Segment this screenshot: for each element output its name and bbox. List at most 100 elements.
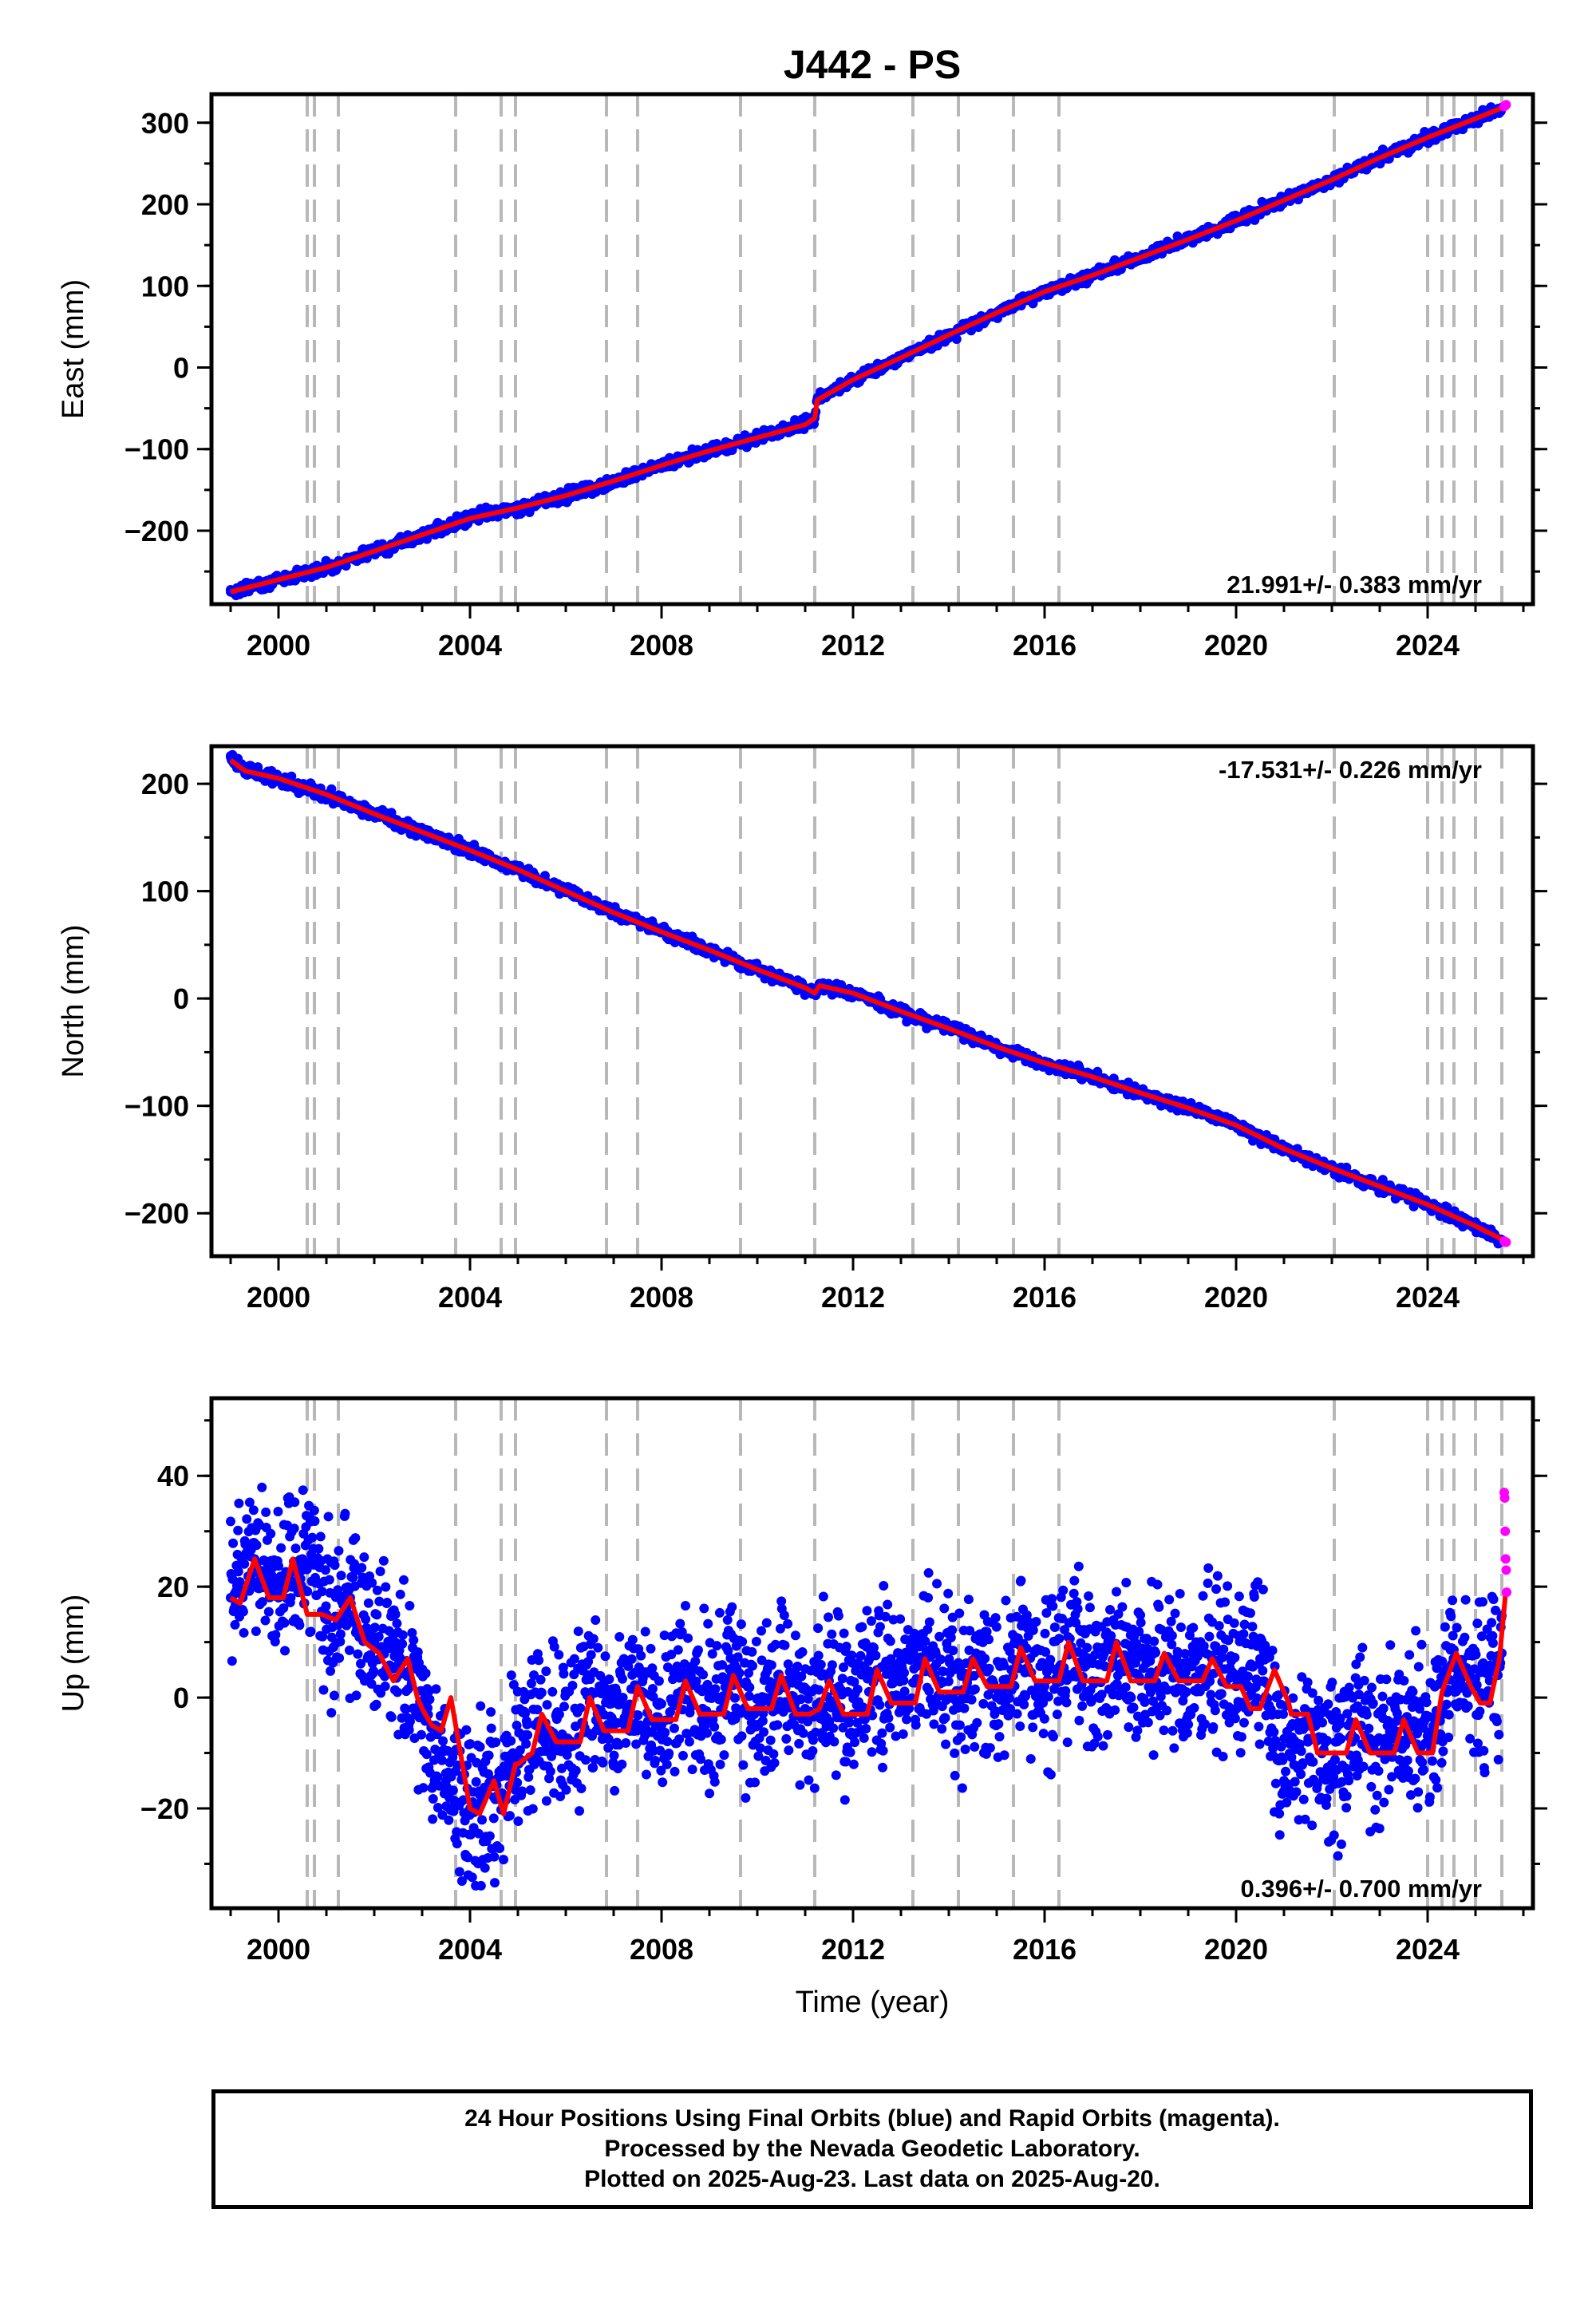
final-orbit-point — [745, 1682, 755, 1693]
final-orbit-point — [1121, 1577, 1132, 1587]
final-orbit-point — [795, 1780, 805, 1790]
final-orbit-point — [335, 1636, 346, 1646]
final-orbit-point — [899, 1667, 910, 1678]
final-orbit-point — [335, 1629, 346, 1639]
final-orbit-point — [954, 1720, 965, 1730]
rapid-orbit-point — [1501, 1237, 1511, 1247]
final-orbit-point — [273, 1507, 283, 1517]
y-tick-label: −200 — [124, 515, 189, 547]
final-orbit-point — [781, 1733, 792, 1744]
final-orbit-point — [238, 1607, 248, 1617]
final-orbit-point — [547, 1686, 558, 1697]
final-orbit-point — [723, 1646, 733, 1656]
final-orbit-point — [779, 1610, 789, 1620]
final-orbit-point — [1031, 1616, 1041, 1626]
final-orbit-point — [1128, 1702, 1139, 1713]
final-orbit-point — [744, 1668, 754, 1678]
final-orbit-point — [541, 1666, 551, 1677]
final-orbit-point — [298, 1485, 308, 1496]
final-orbit-point — [318, 1631, 328, 1642]
final-orbit-point — [1084, 1603, 1095, 1613]
final-orbit-point — [333, 1585, 343, 1595]
final-orbit-point — [371, 1699, 381, 1709]
final-orbit-point — [765, 1735, 776, 1745]
final-orbit-point — [418, 1783, 429, 1793]
final-orbit-point — [526, 1678, 536, 1689]
final-orbit-point — [687, 1765, 697, 1775]
event-lines — [306, 746, 1503, 1256]
final-orbit-point — [234, 1498, 244, 1508]
final-orbit-point — [401, 1704, 411, 1714]
final-orbit-point — [1028, 1625, 1038, 1635]
final-orbit-point — [611, 1686, 622, 1697]
final-orbit-point — [1062, 1737, 1073, 1748]
chart-title: J442 - PS — [784, 42, 961, 87]
final-orbit-point — [792, 1661, 803, 1671]
final-orbit-points — [226, 1482, 1507, 1891]
final-orbit-point — [1149, 1636, 1159, 1646]
final-orbit-point — [1021, 1610, 1032, 1620]
final-orbit-point — [372, 1610, 382, 1620]
final-orbit-point — [741, 1792, 751, 1803]
final-orbit-point — [772, 1720, 783, 1730]
final-orbit-point — [393, 1729, 404, 1740]
final-orbit-point — [877, 1728, 887, 1738]
final-orbit-point — [366, 1678, 377, 1689]
final-orbit-point — [784, 1745, 794, 1756]
final-orbit-point — [990, 1613, 1001, 1623]
final-orbit-point — [1016, 1575, 1026, 1586]
final-orbit-point — [729, 1693, 740, 1703]
final-orbit-point — [943, 1676, 954, 1686]
final-orbit-point — [827, 1660, 837, 1670]
final-orbit-point — [684, 1737, 694, 1747]
final-orbit-point — [839, 1628, 849, 1638]
final-orbit-point — [1019, 1699, 1029, 1709]
final-orbit-point — [727, 1602, 737, 1612]
final-orbit-point — [1112, 1587, 1122, 1597]
final-orbit-point — [701, 1728, 712, 1738]
final-orbit-point — [617, 1759, 627, 1769]
final-orbit-point — [1040, 1628, 1050, 1638]
final-orbit-point — [588, 1762, 598, 1773]
final-orbit-point — [943, 1588, 954, 1599]
final-orbit-point — [980, 1654, 990, 1664]
final-orbit-point — [397, 1630, 408, 1640]
final-orbit-point — [683, 1633, 693, 1643]
final-orbit-point — [604, 1674, 614, 1685]
final-orbit-point — [1069, 1575, 1080, 1586]
final-orbit-point — [575, 1806, 585, 1816]
x-tick-label: 2024 — [1396, 1281, 1460, 1314]
final-orbit-point — [646, 1643, 656, 1654]
final-orbit-point — [1156, 1625, 1167, 1635]
final-orbit-point — [956, 1732, 966, 1742]
final-orbit-point — [681, 1600, 691, 1611]
velocity-rate-label: 21.991+/- 0.383 mm/yr — [1227, 571, 1482, 599]
final-orbit-point — [714, 1607, 725, 1618]
x-tick-label: 2008 — [630, 629, 693, 662]
final-orbit-point — [621, 1737, 631, 1748]
final-orbit-point — [580, 1755, 591, 1765]
final-orbit-point — [1043, 1692, 1053, 1702]
final-orbit-point — [760, 1755, 771, 1765]
final-orbit-point — [517, 1786, 527, 1796]
final-orbit-point — [484, 1831, 495, 1841]
final-orbit-point — [413, 1647, 423, 1658]
final-orbit-point — [857, 1622, 867, 1632]
final-orbit-point — [290, 1543, 301, 1554]
final-orbit-point — [666, 1650, 677, 1660]
final-orbit-point — [1092, 1731, 1103, 1741]
final-orbit-point — [523, 1772, 534, 1782]
final-orbit-point — [875, 1700, 885, 1710]
final-orbit-point — [1039, 1713, 1049, 1724]
final-orbit-point — [559, 1701, 570, 1712]
final-orbit-point — [1061, 1697, 1072, 1708]
final-orbit-point — [970, 1741, 980, 1752]
final-orbit-point — [554, 1650, 564, 1660]
final-orbit-point — [796, 1671, 807, 1682]
final-orbit-point — [693, 1645, 703, 1655]
final-orbit-point — [757, 1626, 767, 1636]
final-orbit-point — [679, 1659, 689, 1670]
final-orbit-point — [618, 1693, 628, 1703]
final-orbit-point — [380, 1682, 390, 1692]
